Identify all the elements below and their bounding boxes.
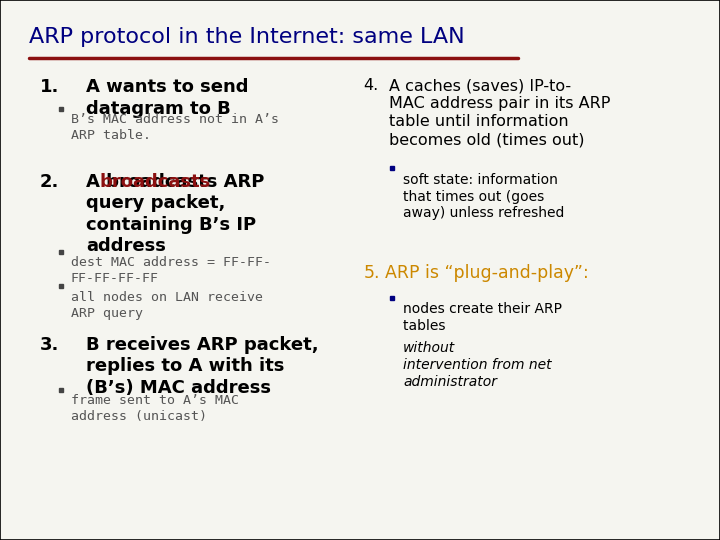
Text: ARP protocol in the Internet: same LAN: ARP protocol in the Internet: same LAN [29,27,464,47]
Text: dest MAC address = FF-FF-
FF-FF-FF-FF: dest MAC address = FF-FF- FF-FF-FF-FF [71,256,271,286]
Text: frame sent to A’s MAC
address (unicast): frame sent to A’s MAC address (unicast) [71,394,238,423]
Text: 5.: 5. [364,264,380,281]
Text: without
intervention from net
administrator: without intervention from net administra… [403,341,552,389]
Text: 4.: 4. [364,78,379,93]
Text: 3.: 3. [40,336,59,354]
Text: ARP is “plug-and-play”:: ARP is “plug-and-play”: [385,264,589,281]
Text: nodes create their ARP
tables: nodes create their ARP tables [403,302,562,333]
Text: A broadcasts ARP
query packet,
containing B’s IP
address: A broadcasts ARP query packet, containin… [86,173,265,255]
Text: B’s MAC address not in A’s
ARP table.: B’s MAC address not in A’s ARP table. [71,113,279,143]
Text: soft state: information
that times out (goes
away) unless refreshed: soft state: information that times out (… [403,173,564,220]
Text: broadcasts: broadcasts [99,173,211,191]
Text: 1.: 1. [40,78,59,96]
Text: all nodes on LAN receive
ARP query: all nodes on LAN receive ARP query [71,291,263,320]
Text: A wants to send
datagram to B: A wants to send datagram to B [86,78,249,118]
Text: A caches (saves) IP-to-
MAC address pair in its ARP
table until information
beco: A caches (saves) IP-to- MAC address pair… [389,78,610,147]
Text: 2.: 2. [40,173,59,191]
Text: B receives ARP packet,
replies to A with its
(B’s) MAC address: B receives ARP packet, replies to A with… [86,336,319,397]
